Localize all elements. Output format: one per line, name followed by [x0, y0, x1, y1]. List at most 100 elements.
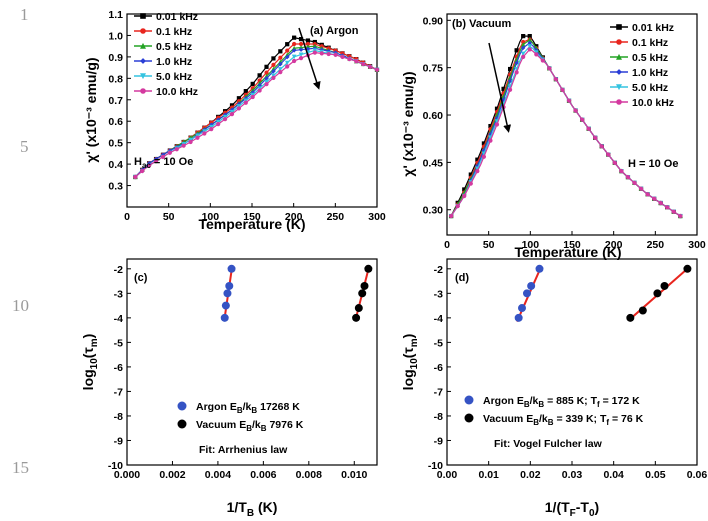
- panel-a-data-point: [188, 139, 193, 145]
- panel-b-data-point: [678, 213, 683, 219]
- panel-c-data-point: [360, 281, 369, 290]
- panel-c-data-point: [364, 264, 373, 273]
- panel-d-x-tick-label: 0.01: [478, 469, 499, 481]
- panel-c-y-tick-label: -5: [114, 337, 123, 349]
- panel-d-y-label: log10(τm): [400, 334, 420, 391]
- panel-d-data-point: [683, 264, 692, 273]
- panel-c-y-tick-label: -2: [114, 264, 123, 276]
- panel-b-data-point: [573, 108, 578, 113]
- panel-a-y-tick-label: 0.3: [108, 181, 123, 193]
- panel-b-vacuum: 0 50 100 150 200 250 300 0.30 0.45 0.60 0.75 0.90 T…: [400, 13, 706, 260]
- panel-a-legend-label: 5.0 kHz: [156, 71, 192, 83]
- panel-d-y-tick-label: -2: [434, 264, 443, 276]
- panel-b-data-point: [553, 77, 559, 82]
- panel-a-data-point: [250, 81, 255, 86]
- panel-b-y-tick-label: 0.75: [423, 63, 444, 75]
- panel-c-legend: Argon EB/kB 17268 K Vacuum EB/kB 7976 K: [177, 401, 304, 433]
- panel-a-legend-marker: [140, 88, 146, 94]
- panel-a-data-point: [271, 73, 276, 79]
- panel-d-data-point: [523, 289, 531, 298]
- panel-b-legend-marker: [616, 84, 622, 91]
- panel-a-data-point: [285, 64, 290, 69]
- panel-a-data-point: [153, 159, 159, 164]
- panel-a-data-point: [209, 127, 214, 132]
- panel-d-ticks: 0.00 0.01 0.02 0.03 0.04 0.05 0.06 -10 -9 -8 -7 -6 -…: [428, 264, 708, 481]
- panel-b-legend-marker: [616, 53, 622, 60]
- panel-a-data-point: [271, 62, 276, 67]
- panel-a-data-point: [278, 49, 283, 54]
- panel-a-legend-label: 1.0 kHz: [156, 56, 192, 68]
- panel-b-data-point: [593, 135, 598, 140]
- panel-b-data-point: [632, 180, 637, 186]
- panel-b-y-tick-label: 0.30: [423, 205, 444, 217]
- panel-b-legend-marker: [616, 24, 622, 30]
- panel-a-y-tick-label: 1.1: [108, 9, 123, 21]
- panel-d-legend-marker: [464, 413, 474, 423]
- panel-a-data-point: [209, 124, 214, 130]
- panel-c-legend-label: Argon EB/kB 17268 K: [196, 401, 300, 415]
- panel-a-data-point: [271, 69, 276, 74]
- panel-d-x-label: 1/(TF-T0): [545, 499, 599, 519]
- panel-d-fit-label: Fit: Vogel Fulcher law: [494, 438, 603, 450]
- panel-a-data-point: [160, 154, 166, 160]
- panel-a-data-point: [278, 67, 283, 72]
- panel-a-data-point: [361, 61, 366, 67]
- panel-a-y-tick-label: 0.5: [108, 138, 123, 150]
- panel-d-data-point: [514, 313, 523, 322]
- line-number-15: 15: [12, 458, 29, 477]
- panel-d-y-tick-label: -8: [434, 411, 443, 423]
- panel-c-series-1: [352, 264, 373, 322]
- panel-c-data-point: [221, 301, 230, 310]
- panel-a-data-point: [215, 119, 221, 125]
- panel-a-x-tick-label: 300: [368, 211, 386, 223]
- panel-a-data-point: [271, 75, 276, 80]
- panel-c-y-tick-label: -9: [114, 435, 123, 447]
- panel-d-data-point: [535, 264, 544, 273]
- panel-d-y-tick-label: -6: [434, 362, 443, 374]
- panel-d-series-0: [514, 264, 544, 322]
- line-number-1: 1: [20, 5, 29, 24]
- panel-a-data-point: [229, 112, 235, 117]
- panel-a-data-point: [257, 88, 262, 93]
- panel-a-data-point: [216, 122, 221, 127]
- panel-b-x-tick-label: 50: [483, 239, 495, 251]
- panel-a-data-point: [285, 48, 290, 53]
- panel-c-data-point: [220, 313, 229, 322]
- panel-c-x-tick-label: 0.008: [296, 469, 322, 481]
- panel-a-data-point: [264, 64, 269, 69]
- panel-b-data-point: [612, 160, 617, 165]
- panel-b-data-point: [580, 117, 585, 122]
- panel-b-y-tick-label: 0.90: [423, 15, 444, 27]
- panel-c-x-tick-label: 0.004: [205, 469, 231, 481]
- panel-b-data-point: [527, 47, 532, 52]
- panel-a-y-tick-label: 0.9: [108, 52, 123, 64]
- panel-c-legend-marker: [177, 419, 187, 429]
- panel-a-ticks: 0 50 100 150 200 250 300 0.3 0.4 0.5 0.6 0.7 0.8 0.9 1…: [108, 9, 386, 223]
- panel-b-x-tick-label: 250: [647, 239, 665, 251]
- panel-a-data-point: [354, 59, 359, 64]
- panel-b-y-tick-label: 0.45: [423, 157, 444, 169]
- panel-b-data-point: [619, 169, 624, 174]
- panel-a-data-point: [264, 79, 269, 85]
- panel-c-x-tick-label: 0.002: [159, 469, 185, 481]
- panel-c-y-tick-label: -10: [108, 460, 123, 472]
- panel-a-data-point: [278, 61, 283, 67]
- panel-c-y-tick-label: -3: [114, 288, 123, 300]
- panel-b-x-tick-label: 0: [444, 239, 450, 251]
- panel-c-arrhenius: 0.000 0.002 0.004 0.006 0.008 0.010 -10 -9 -8 -7 -…: [80, 258, 378, 519]
- panel-a-legend-marker: [140, 73, 146, 80]
- panel-a-data-point: [167, 150, 172, 155]
- panel-a-legend-label: 0.01 kHz: [156, 11, 198, 23]
- panel-b-series-line: [450, 38, 681, 217]
- panel-a-x-tick-label: 200: [285, 211, 303, 223]
- panel-b-legend-label: 0.1 kHz: [632, 37, 668, 49]
- panel-b-x-label: Temperature (K): [514, 244, 621, 260]
- panel-a-y-tick-label: 0.6: [108, 116, 123, 128]
- panel-a-data-point: [236, 106, 242, 111]
- panel-d-legend-label: Vacuum EB/kB = 339 K; Tf = 76 K: [483, 413, 644, 427]
- panel-a-data-point: [202, 129, 207, 134]
- panel-d-title: (d): [455, 272, 469, 284]
- panel-a-data-point: [181, 143, 186, 148]
- panel-b-data-point: [514, 70, 519, 75]
- panel-c-series-0: [220, 264, 236, 322]
